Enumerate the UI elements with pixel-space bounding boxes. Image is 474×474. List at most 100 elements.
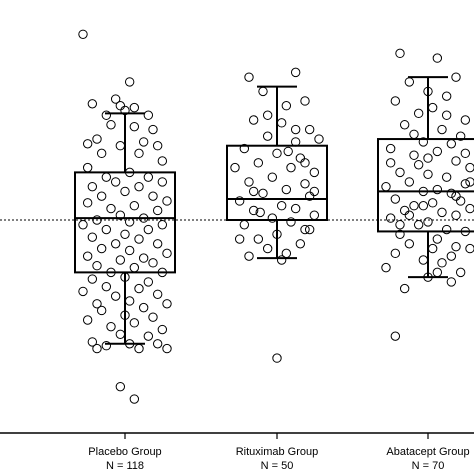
data-point: [253, 158, 264, 168]
data-point: [152, 239, 163, 249]
data-point: [437, 124, 447, 135]
data-point: [281, 101, 292, 111]
data-point: [423, 86, 433, 97]
x-tick-n-label: N = 70: [412, 460, 445, 472]
data-point: [253, 234, 264, 244]
data-point: [124, 217, 135, 227]
data-point: [290, 67, 301, 78]
data-point: [120, 310, 130, 320]
data-point: [418, 201, 429, 211]
data-point: [248, 205, 259, 216]
data-point: [286, 162, 296, 173]
data-point: [455, 267, 466, 278]
data-point: [385, 213, 396, 223]
data-point: [96, 243, 107, 254]
data-point: [395, 167, 405, 178]
data-point: [96, 148, 107, 159]
data-point: [101, 224, 112, 235]
data-point: [281, 248, 292, 259]
data-point: [124, 245, 135, 256]
data-point: [304, 191, 315, 201]
data-point: [451, 72, 461, 82]
data-point: [106, 267, 116, 278]
data-point: [124, 167, 135, 178]
data-point: [110, 94, 121, 104]
data-point: [134, 148, 144, 159]
data-point: [381, 262, 391, 273]
data-point: [110, 291, 121, 301]
data-point: [309, 167, 320, 178]
data-point: [120, 186, 130, 197]
data-point: [92, 261, 102, 271]
data-point: [129, 318, 140, 328]
data-point: [381, 181, 391, 192]
x-tick-label: Rituximab Group: [236, 446, 319, 458]
data-point: [460, 148, 471, 159]
data-point: [78, 286, 88, 297]
data-point: [239, 220, 250, 230]
data-point: [115, 329, 126, 339]
data-point: [92, 215, 102, 225]
data-point: [152, 141, 163, 151]
data-point: [432, 146, 443, 157]
data-point: [441, 172, 452, 182]
data-point: [92, 343, 102, 354]
data-point: [87, 99, 98, 109]
data-point: [115, 101, 126, 111]
group-1: Rituximab Group N = 50: [226, 67, 328, 472]
data-point: [276, 118, 287, 128]
data-point: [283, 146, 293, 157]
data-point: [451, 156, 461, 166]
data-point: [129, 394, 140, 404]
data-point: [152, 289, 163, 299]
data-point: [162, 299, 172, 309]
data-point: [441, 224, 452, 235]
data-point: [418, 255, 429, 265]
data-point: [404, 239, 415, 249]
data-point: [404, 210, 415, 220]
data-point: [152, 205, 163, 216]
data-point: [432, 234, 443, 244]
data-point: [395, 229, 405, 239]
data-point: [129, 262, 140, 273]
data-point: [124, 296, 135, 306]
data-point: [423, 217, 433, 227]
data-point: [423, 153, 433, 163]
data-point: [78, 29, 88, 39]
data-point: [162, 196, 172, 206]
data-point: [157, 324, 168, 335]
data-point: [309, 210, 320, 220]
data-point: [460, 226, 471, 237]
data-point: [248, 186, 259, 197]
data-point: [87, 232, 98, 242]
data-point: [451, 191, 461, 201]
data-point: [92, 134, 102, 144]
data-point: [295, 239, 306, 249]
data-point: [413, 220, 424, 230]
data-point: [465, 203, 474, 214]
data-point: [395, 48, 405, 59]
data-point: [399, 205, 410, 216]
data-point: [110, 177, 121, 187]
data-point: [157, 156, 168, 166]
data-point: [427, 243, 438, 254]
data-point: [106, 203, 116, 214]
data-point: [82, 162, 93, 173]
data-point: [162, 248, 172, 259]
data-point: [427, 198, 438, 208]
data-point: [115, 381, 126, 392]
data-point: [244, 251, 254, 261]
data-point: [451, 210, 461, 220]
data-point: [304, 124, 315, 135]
data-point: [437, 258, 447, 268]
data-point: [124, 339, 135, 349]
data-point: [385, 158, 396, 168]
data-point: [413, 108, 424, 119]
data-point: [432, 267, 443, 278]
x-tick-n-label: N = 118: [106, 460, 144, 472]
data-point: [120, 105, 130, 116]
data-point: [455, 131, 466, 141]
data-point: [267, 213, 278, 223]
data-point: [143, 277, 154, 287]
data-point: [460, 115, 471, 125]
